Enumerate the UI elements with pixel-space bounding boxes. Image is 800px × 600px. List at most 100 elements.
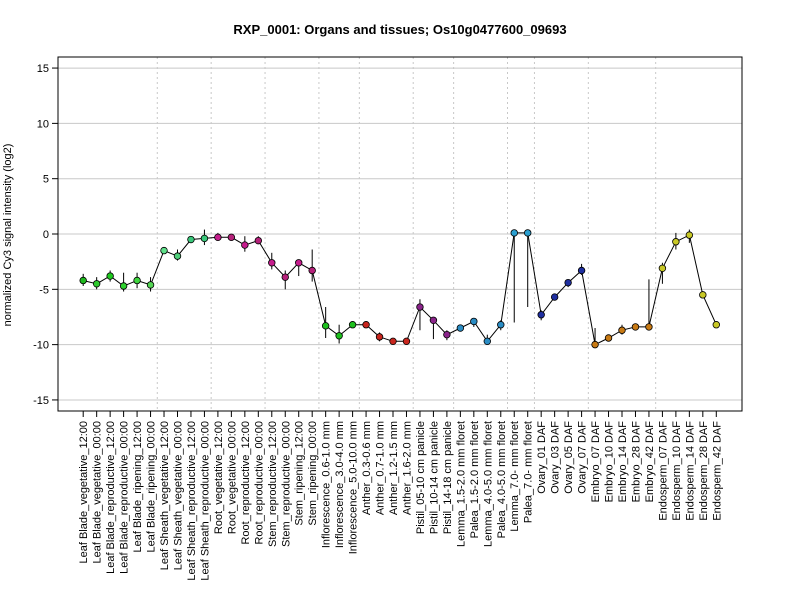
category-label: Anther_0.3-0.6 mm xyxy=(361,421,373,515)
data-point xyxy=(227,233,236,242)
data-point xyxy=(335,332,343,340)
data-point xyxy=(268,259,276,267)
category-label: Lemma_1.5-2.0 mm floret xyxy=(455,421,467,547)
data-point xyxy=(429,316,438,324)
data-point xyxy=(254,236,263,245)
category-label: Embryo_42 DAF xyxy=(644,421,656,503)
category-label: Leaf Sheath_vegetative_00:00 xyxy=(172,421,184,570)
category-label: Leaf Blade_reproductive_00:00 xyxy=(119,421,131,574)
category-label: Ovary_05 DAF xyxy=(563,421,575,494)
category-label: Embryo_28 DAF xyxy=(630,421,642,503)
category-label: Endosperm_07 DAF xyxy=(657,421,669,521)
category-label: Palea_1.5-2.0 mm floret xyxy=(469,421,481,538)
y-tick-label: 0 xyxy=(43,229,49,241)
category-label: Embryo_14 DAF xyxy=(617,421,629,503)
axes: -15 -10 -5 0 5 10 15 xyxy=(33,63,58,407)
data-point xyxy=(200,234,209,243)
data-point xyxy=(456,324,465,332)
category-label: Root_reproductive_12:00 xyxy=(240,421,252,545)
data-point xyxy=(510,229,518,237)
data-point xyxy=(470,317,478,326)
data-point xyxy=(321,322,330,330)
category-label: Anther_0.7-1.0 mm xyxy=(375,421,387,515)
data-point xyxy=(106,272,114,280)
data-point xyxy=(658,264,667,272)
category-label: Inflorescence_5.0-10.0 mm xyxy=(348,421,360,554)
data-point xyxy=(160,246,168,255)
category-label: Palea_7.0- mm floret xyxy=(523,421,535,523)
category-label: Leaf Blade_vegetative_12:00 xyxy=(78,421,90,564)
plot-frame xyxy=(57,56,743,412)
data-point xyxy=(92,280,101,288)
category-label: Pistil_05-10 cm panicle xyxy=(415,421,427,534)
data-point xyxy=(308,266,316,275)
group-separators xyxy=(156,57,657,411)
data-point xyxy=(402,337,411,346)
y-tick-label: 5 xyxy=(43,174,49,186)
category-label: Endosperm_42 DAF xyxy=(711,421,723,521)
data-point xyxy=(577,266,586,275)
category-label: Stem_ripening_00:00 xyxy=(307,421,319,526)
category-label: Leaf Blade_reproductive_12:00 xyxy=(105,421,117,574)
category-label: Embryo_10 DAF xyxy=(604,421,616,503)
category-label: Root_vegetative_00:00 xyxy=(226,421,238,534)
data-point xyxy=(550,293,559,301)
data-point xyxy=(389,337,397,346)
category-label: Inflorescence_0.6-1.0 mm xyxy=(321,421,333,548)
category-label: Pistil_14-18 cm panicle xyxy=(442,421,454,534)
category-labels: Leaf Blade_vegetative_12:00 Leaf Blade_ve… xyxy=(78,411,723,581)
data-point xyxy=(564,278,572,287)
data-point xyxy=(348,321,357,329)
category-label: Leaf Blade_vegetative_00:00 xyxy=(92,421,104,564)
data-point xyxy=(295,259,303,267)
category-label: Leaf Blade_ripening_00:00 xyxy=(146,421,158,553)
data-point xyxy=(173,252,182,260)
category-label: Ovary_07 DAF xyxy=(577,421,589,494)
data-point xyxy=(281,273,289,281)
category-label: Leaf Sheath_reproductive_00:00 xyxy=(199,421,211,581)
category-label: Pistil_10-14 cm panicle xyxy=(428,421,440,534)
category-label: Leaf Sheath_reproductive_12:00 xyxy=(186,421,198,581)
data-point xyxy=(524,229,532,237)
data-point xyxy=(618,326,626,334)
data-point xyxy=(631,323,640,331)
data-point xyxy=(645,323,653,331)
category-label: Inflorescence_3.0-4.0 mm xyxy=(334,421,346,548)
category-label: Ovary_03 DAF xyxy=(550,421,562,494)
data-point xyxy=(375,333,384,341)
data-points xyxy=(79,229,720,349)
data-point xyxy=(537,311,545,319)
category-label: Root_vegetative_12:00 xyxy=(213,421,225,534)
y-tick-label: 10 xyxy=(37,118,49,130)
category-label: Anther_1.6-2.0 mm xyxy=(401,421,413,515)
data-point xyxy=(443,330,451,339)
data-point xyxy=(604,334,613,342)
data-point xyxy=(712,321,720,329)
y-tick-label: -15 xyxy=(33,395,49,407)
category-label: Stem_reproductive_12:00 xyxy=(267,421,279,547)
data-point xyxy=(214,233,222,242)
data-point xyxy=(79,276,87,285)
data-point xyxy=(362,321,370,329)
y-axis-label: normalized Cy3 signal intensity (log2) xyxy=(2,144,14,327)
data-point xyxy=(119,282,128,290)
data-point xyxy=(146,281,155,289)
data-point xyxy=(591,340,599,349)
y-tick-label: 15 xyxy=(37,63,49,75)
data-point xyxy=(672,238,680,246)
data-point xyxy=(187,235,195,244)
data-point xyxy=(699,291,707,299)
category-label: Leaf Sheath_vegetative_12:00 xyxy=(159,421,171,570)
y-tick-label: -5 xyxy=(39,284,49,296)
category-label: Lemma_4.0-5.0 mm floret xyxy=(482,421,494,547)
category-label: Anther_1.2-1.5 mm xyxy=(388,421,400,515)
category-label: Embryo_07 DAF xyxy=(590,421,602,503)
data-point xyxy=(685,231,694,239)
category-label: Endosperm_14 DAF xyxy=(684,421,696,521)
chart-title: RXP_0001: Organs and tissues; Os10g04776… xyxy=(233,22,566,37)
category-label: Palea_4.0-5.0 mm floret xyxy=(496,421,508,538)
data-point xyxy=(497,321,505,329)
y-tick-label: -10 xyxy=(33,340,49,352)
category-label: Ovary_01 DAF xyxy=(536,421,548,494)
